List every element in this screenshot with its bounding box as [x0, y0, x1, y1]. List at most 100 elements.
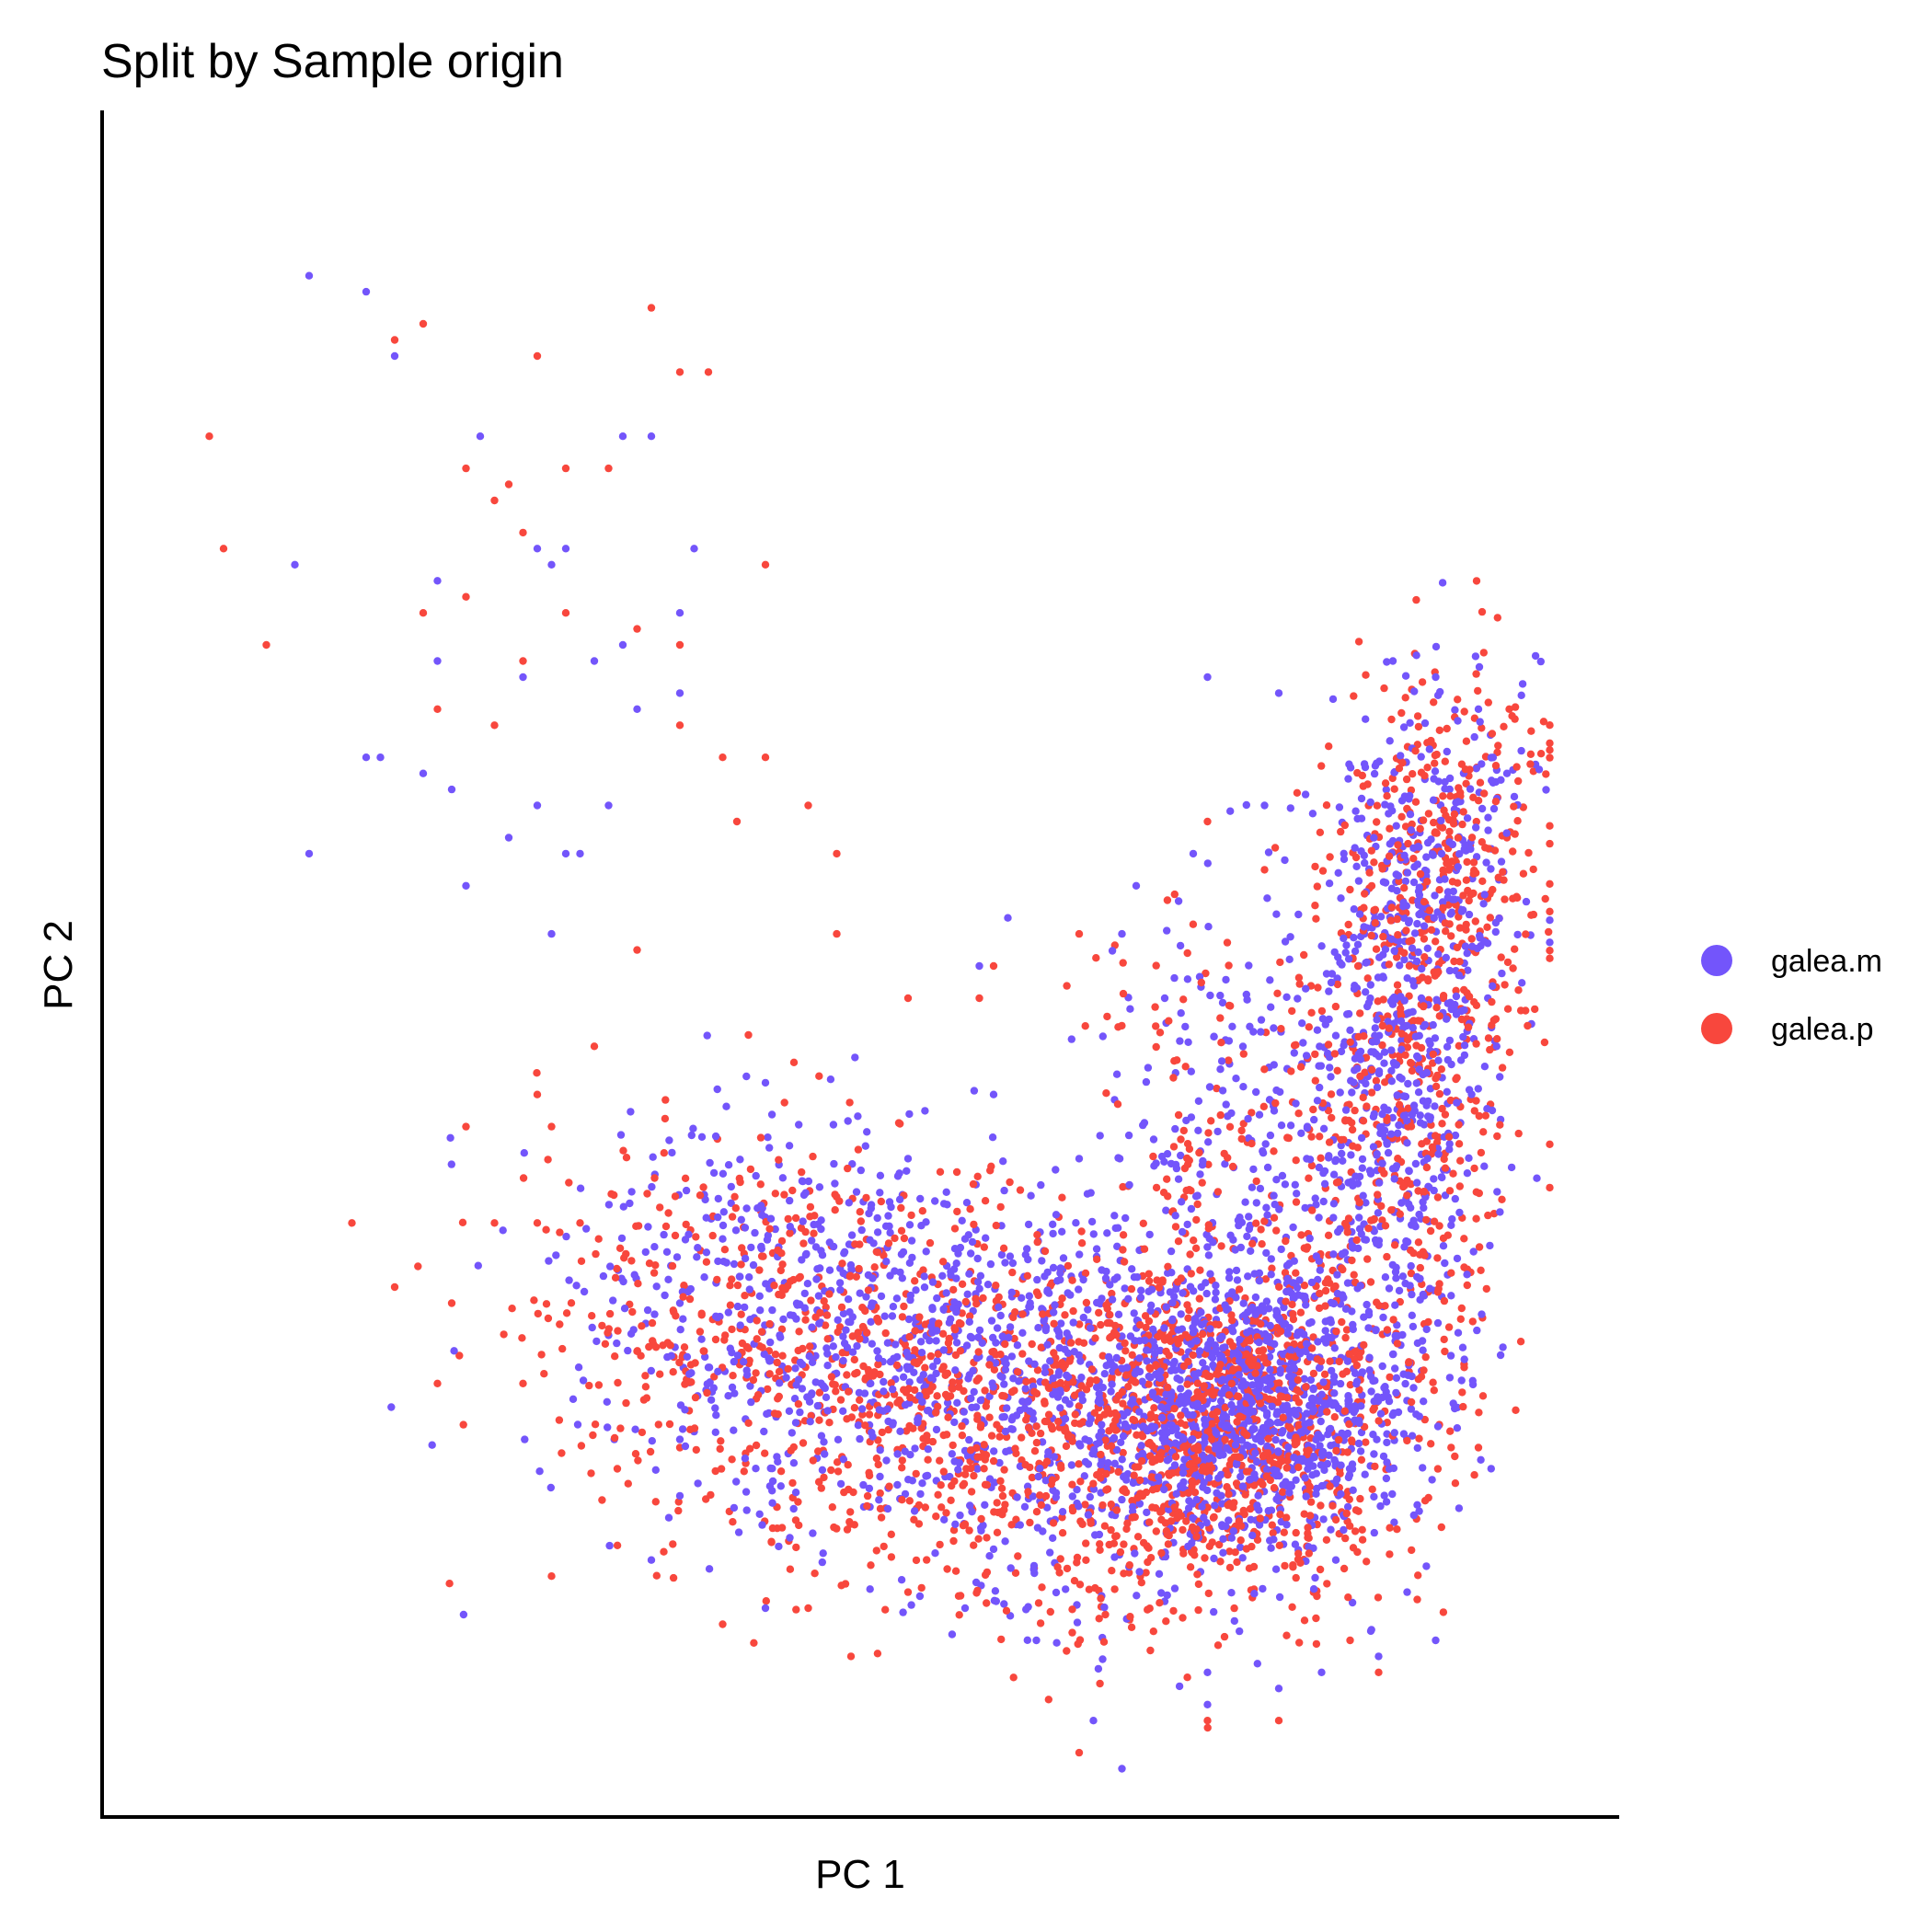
point-galea-m [1170, 1584, 1179, 1593]
point-galea-m [1460, 1355, 1468, 1363]
point-galea-m [1062, 1585, 1070, 1593]
point-galea-m [942, 1188, 950, 1197]
point-galea-p [1386, 1524, 1394, 1532]
point-galea-m [1309, 1462, 1317, 1470]
point-galea-p [861, 1306, 869, 1316]
point-galea-m [1263, 1211, 1271, 1219]
point-galea-p [1239, 1050, 1248, 1058]
point-galea-m [795, 1121, 803, 1129]
point-galea-p [622, 1398, 630, 1408]
point-galea-m [1340, 855, 1349, 864]
point-galea-p [1112, 1396, 1121, 1404]
point-galea-m [1040, 1317, 1048, 1326]
point-galea-p [1324, 1231, 1333, 1240]
point-galea-m [1297, 1129, 1305, 1138]
point-galea-m [565, 1276, 573, 1284]
point-galea-m [592, 1337, 601, 1346]
point-galea-m [967, 1394, 975, 1403]
point-galea-m [975, 1326, 984, 1335]
point-galea-m [1357, 847, 1365, 856]
point-galea-p [1529, 865, 1537, 874]
point-galea-p [1163, 1175, 1171, 1183]
point-galea-m [978, 1339, 986, 1348]
point-galea-m [1312, 1489, 1320, 1499]
point-galea-p [1451, 1452, 1459, 1461]
point-galea-p [1028, 1340, 1036, 1349]
point-galea-m [675, 1491, 684, 1501]
point-galea-m [1203, 1700, 1212, 1709]
point-galea-m [876, 1189, 884, 1197]
point-galea-p [1156, 1029, 1165, 1037]
point-galea-p [1402, 926, 1410, 935]
point-galea-p [565, 1179, 573, 1187]
point-galea-p [348, 1219, 356, 1227]
point-galea-m [668, 1148, 676, 1157]
point-galea-p [1455, 1182, 1465, 1190]
point-galea-p [660, 1149, 668, 1157]
point-galea-p [955, 1377, 963, 1386]
point-galea-m [965, 1435, 973, 1444]
point-galea-m [590, 657, 599, 665]
point-galea-p [1431, 829, 1439, 837]
point-galea-p [1273, 989, 1282, 998]
point-galea-p [777, 1524, 787, 1532]
point-galea-m [1408, 1372, 1416, 1381]
point-galea-p [1356, 1072, 1364, 1081]
point-galea-p [1185, 1186, 1193, 1194]
point-galea-p [1418, 1140, 1426, 1148]
point-galea-m [1328, 1333, 1336, 1342]
point-galea-p [419, 609, 428, 617]
point-galea-m [1124, 1294, 1133, 1304]
point-galea-p [717, 1437, 725, 1445]
point-galea-m [706, 1158, 714, 1167]
point-galea-p [973, 1411, 982, 1420]
point-galea-p [1119, 1231, 1128, 1239]
point-galea-p [1334, 1178, 1342, 1187]
point-galea-m [1206, 1336, 1215, 1345]
point-galea-p [1435, 726, 1444, 734]
point-galea-p [1509, 964, 1517, 972]
point-galea-m [775, 1542, 783, 1551]
point-galea-m [1447, 1292, 1455, 1300]
point-galea-p [851, 1240, 859, 1248]
point-galea-p [542, 1300, 551, 1308]
point-galea-p [872, 1547, 880, 1555]
point-galea-m [1497, 857, 1506, 866]
plot-points [205, 271, 1554, 1773]
point-galea-p [533, 351, 542, 361]
point-galea-m [1313, 1097, 1322, 1105]
point-galea-m [809, 1529, 817, 1537]
point-galea-p [1213, 1370, 1221, 1378]
point-galea-m [1135, 1408, 1144, 1416]
point-galea-m [1183, 1220, 1191, 1229]
point-galea-p [965, 1526, 973, 1535]
point-galea-p [1514, 1129, 1523, 1138]
point-galea-p [1355, 1199, 1363, 1207]
point-galea-m [789, 1459, 799, 1467]
point-galea-p [1451, 1479, 1460, 1488]
point-galea-p [912, 1556, 921, 1565]
point-galea-p [1512, 763, 1521, 771]
point-galea-m [1445, 966, 1455, 975]
point-galea-p [1469, 793, 1478, 801]
point-galea-m [462, 881, 470, 890]
point-galea-m [1486, 1241, 1494, 1250]
point-galea-p [1190, 1489, 1200, 1497]
point-galea-m [1410, 687, 1419, 696]
point-galea-p [816, 1308, 824, 1317]
point-galea-m [1441, 1259, 1449, 1268]
point-galea-m [719, 1221, 728, 1230]
point-galea-m [1087, 1324, 1095, 1332]
point-galea-p [1322, 1535, 1331, 1545]
point-galea-m [1181, 1022, 1190, 1031]
point-galea-m [767, 1110, 776, 1119]
point-galea-m [683, 1352, 692, 1362]
point-galea-m [1222, 1100, 1230, 1109]
point-galea-m [800, 1289, 809, 1298]
point-galea-m [1325, 880, 1334, 888]
point-galea-p [1447, 1269, 1455, 1277]
point-galea-m [1337, 1461, 1345, 1469]
point-galea-p [508, 1305, 516, 1313]
point-galea-p [1081, 1501, 1089, 1509]
point-galea-m [839, 1332, 847, 1340]
